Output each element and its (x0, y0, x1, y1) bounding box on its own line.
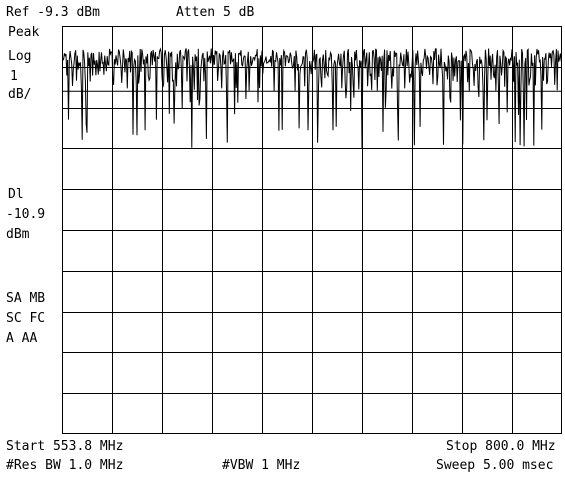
vbw-label: #VBW 1 MHz (222, 458, 301, 473)
detector-label: Peak (8, 25, 40, 40)
start-frequency-label: Start 553.8 MHz (6, 439, 124, 454)
attenuation-label: Atten 5 dB (176, 5, 255, 20)
spectrum-trace (62, 47, 562, 149)
scale-unit-label: dB/ (8, 87, 32, 102)
scale-mode-label: Log (8, 49, 32, 64)
scale-value-label: 1 (10, 69, 18, 84)
stop-frequency-label: Stop 800.0 MHz (446, 439, 556, 454)
display-line-value: -10.9 (6, 207, 46, 222)
res-bw-label: #Res BW 1.0 MHz (6, 458, 124, 473)
graticule-grid (62, 26, 562, 434)
ref-level-label: Ref -9.3 dBm (6, 5, 100, 20)
status-line-1: SA MB (6, 291, 46, 306)
display-line-unit: dBm (6, 227, 30, 242)
sweep-time-label: Sweep 5.00 msec (436, 458, 554, 473)
status-line-2: SC FC (6, 311, 46, 326)
display-line-label: Dl (8, 187, 24, 202)
spectrum-graticule (62, 26, 562, 434)
status-line-3: A AA (6, 331, 38, 346)
